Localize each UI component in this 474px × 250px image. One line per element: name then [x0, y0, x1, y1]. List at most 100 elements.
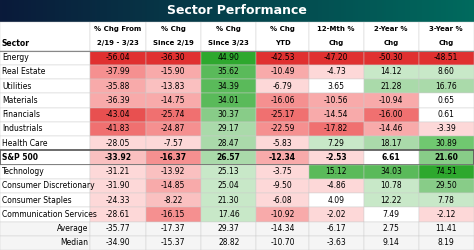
Bar: [364, 207, 419, 222]
Bar: [90, 93, 146, 108]
Bar: [146, 65, 201, 79]
Bar: [201, 193, 256, 207]
Bar: [26, 0, 29, 22]
Bar: [173, 0, 176, 22]
Bar: [201, 122, 256, 136]
Bar: [410, 0, 413, 22]
Bar: [140, 0, 143, 22]
Bar: [47, 0, 50, 22]
Bar: [201, 236, 256, 250]
Text: -13.83: -13.83: [161, 82, 185, 90]
Bar: [309, 22, 364, 50]
Bar: [230, 0, 233, 22]
Text: -43.04: -43.04: [106, 110, 130, 119]
Text: Sector: Sector: [2, 39, 30, 48]
Text: 21.60: 21.60: [434, 153, 458, 162]
Text: -3.39: -3.39: [436, 124, 456, 134]
Text: 4.09: 4.09: [328, 196, 345, 204]
Bar: [64, 0, 67, 22]
Bar: [273, 0, 275, 22]
Text: S&P 500: S&P 500: [2, 153, 38, 162]
Bar: [232, 0, 235, 22]
Bar: [419, 136, 474, 150]
Bar: [364, 122, 419, 136]
Bar: [265, 0, 268, 22]
Bar: [201, 164, 256, 179]
Bar: [398, 0, 401, 22]
Bar: [309, 236, 364, 250]
Bar: [309, 108, 364, 122]
Bar: [453, 0, 456, 22]
Bar: [201, 22, 256, 50]
Text: -31.90: -31.90: [106, 182, 130, 190]
Bar: [379, 0, 382, 22]
Bar: [364, 22, 419, 50]
Text: -17.82: -17.82: [324, 124, 348, 134]
Text: -14.34: -14.34: [270, 224, 295, 233]
Bar: [337, 0, 339, 22]
Bar: [78, 0, 81, 22]
Text: 17.46: 17.46: [218, 210, 239, 219]
Bar: [419, 93, 474, 108]
Text: 2/19 - 3/23: 2/19 - 3/23: [97, 40, 139, 46]
Bar: [69, 0, 72, 22]
Bar: [107, 0, 109, 22]
Bar: [246, 0, 249, 22]
Bar: [2, 0, 5, 22]
Bar: [419, 150, 474, 164]
Bar: [419, 65, 474, 79]
Bar: [419, 207, 474, 222]
Bar: [90, 108, 146, 122]
Bar: [460, 0, 463, 22]
Text: 15.12: 15.12: [325, 167, 347, 176]
Bar: [225, 0, 228, 22]
Bar: [431, 0, 434, 22]
Bar: [182, 0, 185, 22]
Bar: [344, 0, 346, 22]
Bar: [168, 0, 171, 22]
Bar: [348, 0, 351, 22]
Text: % Chg From: % Chg From: [94, 26, 141, 32]
Bar: [256, 207, 309, 222]
Bar: [419, 164, 474, 179]
Text: -24.33: -24.33: [106, 196, 130, 204]
Bar: [88, 0, 91, 22]
Bar: [146, 79, 201, 93]
Text: 26.57: 26.57: [217, 153, 241, 162]
Text: 14.12: 14.12: [380, 67, 402, 76]
Bar: [209, 0, 211, 22]
Bar: [36, 0, 38, 22]
Bar: [351, 0, 354, 22]
Bar: [408, 0, 410, 22]
Bar: [469, 0, 472, 22]
Bar: [364, 193, 419, 207]
Bar: [244, 0, 247, 22]
Bar: [313, 0, 316, 22]
Text: -14.46: -14.46: [379, 124, 403, 134]
Bar: [364, 236, 419, 250]
Bar: [137, 0, 140, 22]
Text: -9.50: -9.50: [273, 182, 292, 190]
Bar: [45, 0, 48, 22]
Bar: [146, 150, 201, 164]
Bar: [315, 0, 318, 22]
Bar: [436, 0, 439, 22]
Bar: [327, 0, 330, 22]
Bar: [377, 0, 380, 22]
Bar: [256, 179, 309, 193]
Text: Communication Services: Communication Services: [2, 210, 97, 219]
Text: 8.19: 8.19: [438, 238, 455, 248]
Bar: [256, 22, 309, 50]
Text: Since 3/23: Since 3/23: [208, 40, 249, 46]
Bar: [216, 0, 219, 22]
Bar: [457, 0, 460, 22]
Bar: [339, 0, 342, 22]
Text: -14.54: -14.54: [324, 110, 348, 119]
Text: 0.61: 0.61: [438, 110, 455, 119]
Text: Consumer Staples: Consumer Staples: [2, 196, 72, 204]
Text: 9.14: 9.14: [383, 238, 400, 248]
Bar: [43, 0, 46, 22]
Text: -16.00: -16.00: [379, 110, 403, 119]
Text: 29.50: 29.50: [435, 182, 457, 190]
Bar: [31, 0, 34, 22]
